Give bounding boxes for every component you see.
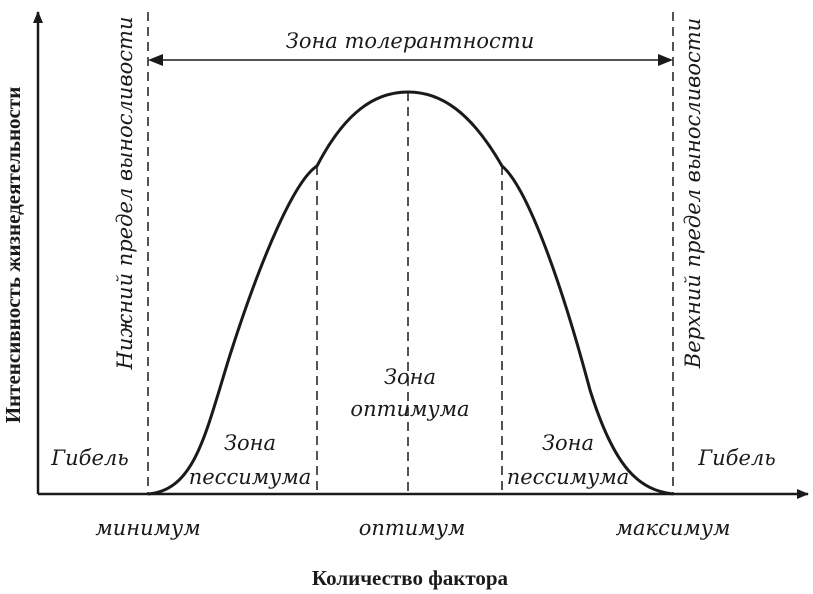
pessimum-right-line1: Зона [542, 431, 594, 455]
tolerance-zone-label: Зона толерантности [286, 29, 535, 53]
death-left-label: Гибель [50, 446, 128, 470]
tick-minimum: минимум [95, 516, 200, 540]
optimum-zone-line1: Зона [384, 365, 436, 389]
tick-maximum: максимум [616, 516, 731, 540]
x-axis-label: Количество фактора [312, 566, 509, 590]
pessimum-left-line2: пессимума [189, 465, 312, 489]
tolerance-arrow-right-head [658, 54, 673, 66]
upper-limit-label: Верхний предел выносливости [681, 18, 705, 369]
pessimum-right-line2: пессимума [507, 465, 630, 489]
tick-optimum: оптимум [359, 516, 466, 540]
pessimum-left-line1: Зона [224, 431, 276, 455]
tolerance-arrow-left-head [148, 54, 163, 66]
death-right-label: Гибель [697, 446, 775, 470]
y-axis-label: Интенсивность жизнедеятельности [1, 87, 25, 424]
lower-limit-label: Нижний предел выносливости [113, 17, 137, 371]
optimum-zone-line2: оптимума [350, 397, 469, 421]
tolerance-curve [147, 90, 674, 496]
